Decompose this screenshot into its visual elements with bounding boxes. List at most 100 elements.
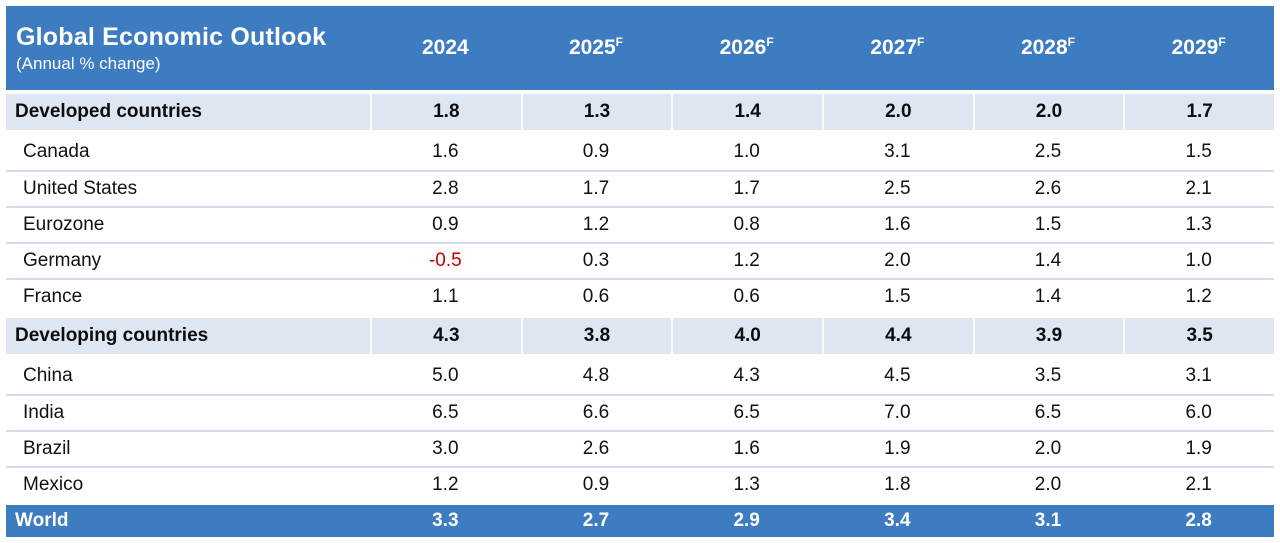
value-cell: 3.1 — [884, 141, 911, 162]
table-header-row: Global Economic Outlook (Annual % change… — [6, 6, 1274, 90]
forecast-marker: F — [766, 35, 774, 49]
column-header-2027: 2027F — [870, 35, 925, 59]
value-cell: 1.6 — [733, 438, 760, 459]
value-cell: 2.8 — [1185, 510, 1212, 531]
table-row-canada: Canada 1.6 0.9 1.0 3.1 2.5 1.5 — [6, 134, 1274, 170]
value-cell: 6.5 — [1034, 402, 1062, 423]
value-cell: 1.2 — [1185, 286, 1212, 307]
table-row-developed-countries: Developed countries 1.8 1.3 1.4 2.0 2.0 1.7 — [6, 94, 1274, 130]
forecast-marker: F — [917, 35, 925, 49]
value-cell: 3.9 — [972, 318, 1124, 354]
value-cell: 1.5 — [1034, 214, 1062, 235]
row-label: United States — [23, 178, 138, 199]
table-row-world: World 3.3 2.7 2.9 3.4 3.1 2.8 — [6, 505, 1274, 537]
value-cell: 2.5 — [1034, 141, 1062, 162]
row-label: France — [23, 286, 83, 307]
value-cell: 1.4 — [1034, 250, 1062, 271]
value-cell: 2.5 — [884, 178, 911, 199]
value-cell: 2.0 — [884, 250, 911, 271]
value-cell: 1.0 — [1185, 250, 1212, 271]
row-label: Mexico — [23, 474, 84, 495]
value-cell: 1.2 — [432, 474, 459, 495]
value-cell: 0.9 — [582, 141, 610, 162]
value-cell: 2.0 — [972, 94, 1124, 130]
value-cell: 2.1 — [1185, 178, 1212, 199]
value-cell: 1.6 — [432, 141, 459, 162]
value-cell: 1.5 — [1185, 141, 1212, 162]
value-cell: 2.6 — [582, 438, 610, 459]
page-title: Global Economic Outlook — [16, 22, 327, 51]
table-row-brazil: Brazil 3.0 2.6 1.6 1.9 2.0 1.9 — [6, 430, 1274, 466]
value-cell: 1.3 — [1185, 214, 1212, 235]
value-cell: 4.4 — [822, 318, 973, 354]
table-row-germany: Germany -0.5 0.3 1.2 2.0 1.4 1.0 — [6, 242, 1274, 278]
page-subtitle: (Annual % change) — [16, 54, 161, 73]
table-row-india: India 6.5 6.6 6.5 7.0 6.5 6.0 — [6, 394, 1274, 430]
value-cell: 6.5 — [733, 402, 760, 423]
forecast-marker: F — [1067, 35, 1076, 49]
value-cell: 1.7 — [1123, 94, 1274, 130]
value-cell: 4.5 — [884, 365, 911, 386]
value-cell: 2.6 — [1034, 178, 1062, 199]
value-cell: 4.0 — [671, 318, 822, 354]
value-cell: 6.6 — [582, 402, 610, 423]
value-cell: 3.1 — [1185, 365, 1212, 386]
value-cell: 3.5 — [1034, 365, 1062, 386]
value-cell: 1.9 — [1185, 438, 1212, 459]
value-cell: 0.9 — [582, 474, 610, 495]
value-cell: 1.8 — [884, 474, 911, 495]
value-cell: 1.5 — [884, 286, 911, 307]
value-cell: 1.7 — [733, 178, 760, 199]
value-cell: 1.1 — [432, 286, 459, 307]
value-cell: 1.0 — [733, 141, 760, 162]
value-cell: -0.5 — [428, 250, 462, 271]
value-cell: 2.9 — [733, 510, 760, 531]
value-cell: 4.8 — [582, 365, 610, 386]
value-cell: 2.0 — [1034, 438, 1062, 459]
value-cell: 1.2 — [733, 250, 760, 271]
column-header-2024: 2024 — [421, 36, 469, 59]
value-cell: 3.8 — [520, 318, 672, 354]
value-cell: 1.3 — [733, 474, 760, 495]
value-cell: 2.0 — [822, 94, 973, 130]
table-row-united-states: United States 2.8 1.7 1.7 2.5 2.6 2.1 — [6, 170, 1274, 206]
column-header-2026: 2026F — [719, 35, 774, 59]
value-cell: 0.9 — [432, 214, 459, 235]
value-cell: 2.1 — [1185, 474, 1212, 495]
column-header-2029: 2029F — [1171, 35, 1226, 59]
value-cell: 2.8 — [432, 178, 459, 199]
row-label: Canada — [23, 141, 90, 162]
economic-outlook-table: Global Economic Outlook (Annual % change… — [6, 6, 1274, 537]
value-cell: 3.0 — [432, 438, 459, 459]
row-label: Brazil — [23, 438, 71, 459]
value-cell: 6.0 — [1185, 402, 1212, 423]
column-header-2028: 2028F — [1020, 35, 1076, 59]
value-cell: 3.4 — [884, 510, 911, 531]
value-cell: 1.3 — [520, 94, 672, 130]
value-cell: 0.6 — [733, 286, 760, 307]
value-cell: 3.3 — [432, 510, 459, 531]
table-row-developing-countries: Developing countries 4.3 3.8 4.0 4.4 3.9 3.5 — [6, 318, 1274, 354]
value-cell: 7.0 — [884, 402, 911, 423]
value-cell: 1.2 — [582, 214, 610, 235]
value-cell: 3.5 — [1123, 318, 1274, 354]
value-cell: 0.6 — [582, 286, 610, 307]
value-cell: 4.3 — [733, 365, 760, 386]
table-row-france: France 1.1 0.6 0.6 1.5 1.4 1.2 — [6, 278, 1274, 314]
table-row-china: China 5.0 4.8 4.3 4.5 3.5 3.1 — [6, 358, 1274, 394]
row-label: Germany — [23, 250, 102, 271]
row-label: World — [15, 510, 69, 531]
value-cell: 6.5 — [432, 402, 459, 423]
row-label: China — [23, 365, 73, 386]
column-header-2025: 2025F — [568, 35, 624, 59]
value-cell: 1.8 — [370, 94, 521, 130]
value-cell: 2.0 — [1034, 474, 1062, 495]
table-row-mexico: Mexico 1.2 0.9 1.3 1.8 2.0 2.1 — [6, 466, 1274, 502]
row-label: Eurozone — [23, 214, 105, 235]
value-cell: 1.7 — [582, 178, 610, 199]
table-body: Developed countries 1.8 1.3 1.4 2.0 2.0 1.7 Can… — [6, 94, 1274, 537]
table-row-eurozone: Eurozone 0.9 1.2 0.8 1.6 1.5 1.3 — [6, 206, 1274, 242]
value-cell: 4.3 — [370, 318, 521, 354]
row-label: Developing countries — [15, 325, 209, 346]
forecast-marker: F — [615, 35, 624, 49]
